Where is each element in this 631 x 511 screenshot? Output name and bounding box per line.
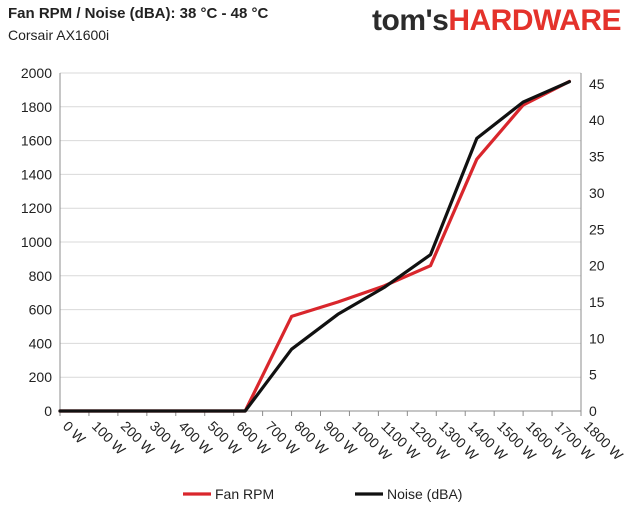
y-left-tick-label: 2000: [21, 65, 52, 81]
legend: Fan RPM Noise (dBA): [183, 486, 462, 502]
axes: [59, 73, 582, 416]
y-right-tick-label: 5: [589, 367, 597, 383]
chart-subtitle: Corsair AX1600i: [8, 27, 110, 43]
y-right-tick-label: 25: [589, 221, 605, 237]
y-left-tick-label: 1800: [21, 99, 52, 115]
y-right-tick-label: 35: [589, 149, 605, 165]
y-left-tick-label: 600: [29, 302, 53, 318]
series-line-fan-rpm: [58, 79, 572, 413]
logo-part-1: tom's: [372, 4, 449, 37]
y-left-tick-label: 1600: [21, 133, 52, 149]
y-left-tick-label: 1400: [21, 166, 52, 182]
y-left-tick-label: 1000: [21, 234, 52, 250]
y-left-tick-label: 400: [29, 335, 53, 351]
y-left-tick-label: 0: [44, 403, 52, 419]
series-lines: [58, 79, 572, 413]
grid-lines: [60, 72, 581, 378]
series-line-noise: [58, 80, 572, 413]
logo-part-2: HARDWARE: [448, 4, 621, 37]
y-left-tick-label: 800: [29, 268, 53, 284]
y-right-tick-label: 15: [589, 294, 605, 310]
y-right-tick-label: 10: [589, 330, 605, 346]
legend-label: Fan RPM: [215, 486, 274, 502]
y-right-tick-label: 45: [589, 76, 605, 92]
y-right-tick-label: 30: [589, 185, 605, 201]
toms-hardware-logo: tom'sHARDWARE: [372, 4, 621, 38]
y-right-tick-label: 20: [589, 258, 605, 274]
tick-labels: 0 200 400 600 800 1000 1200 1400 1600 1800 2000 0 5 1…: [21, 65, 627, 464]
y-right-tick-label: 0: [589, 403, 597, 419]
x-tick-label: 0 W: [60, 418, 89, 447]
chart-title: Fan RPM / Noise (dBA): 38 °C - 48 °C: [8, 5, 269, 22]
legend-label: Noise (dBA): [387, 486, 462, 502]
y-left-tick-label: 200: [29, 369, 53, 385]
y-right-tick-label: 40: [589, 112, 605, 128]
y-left-tick-label: 1200: [21, 200, 52, 216]
